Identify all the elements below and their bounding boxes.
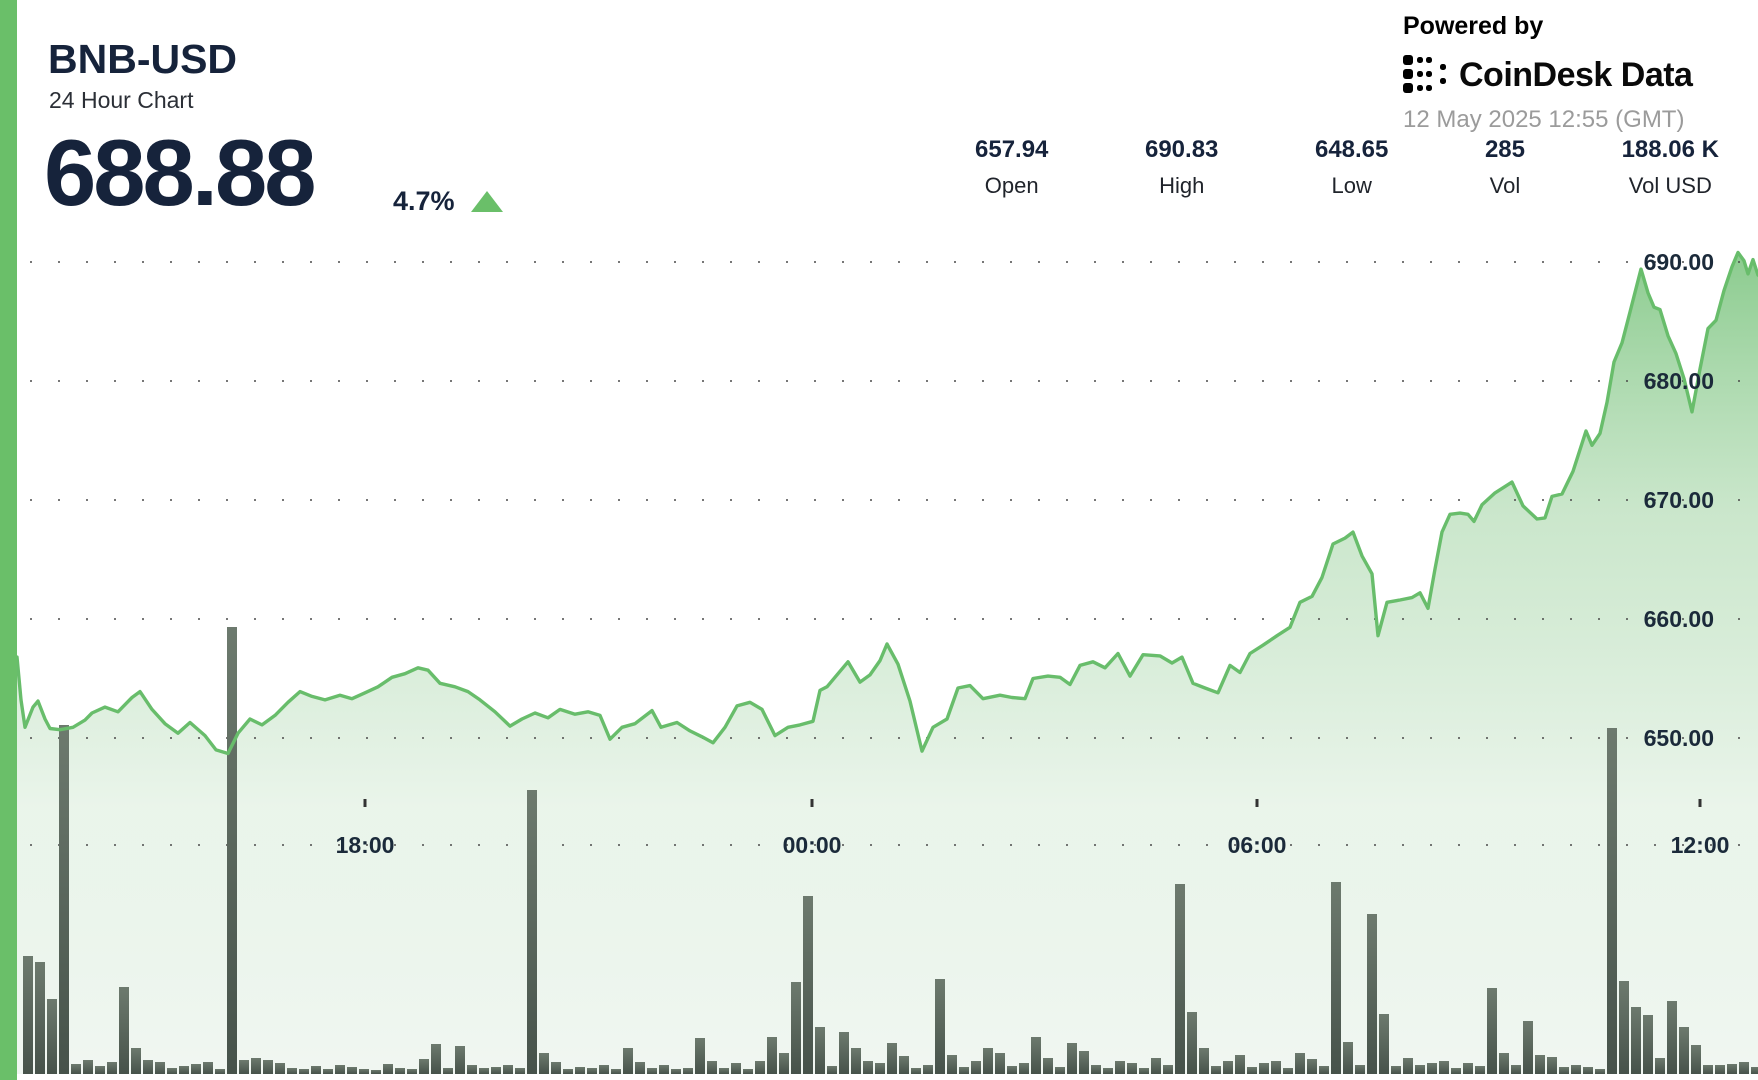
brand-accent-bar — [0, 0, 17, 1080]
symbol-title: BNB-USD — [48, 36, 238, 82]
price-line — [15, 250, 1758, 756]
ohlcv-stats: 657.94 Open 690.83 High 648.65 Low 285 V… — [975, 136, 1719, 199]
svg-text:690.00: 690.00 — [1644, 249, 1714, 275]
x-axis-time-labels: 18:00 00:00 06:00 12:00 — [336, 832, 1730, 858]
stat-vol-usd-label: Vol USD — [1628, 173, 1712, 198]
stat-high-label: High — [1159, 173, 1205, 198]
svg-text:00:00: 00:00 — [783, 832, 842, 858]
svg-text:680.00: 680.00 — [1644, 368, 1714, 394]
svg-text:12:00: 12:00 — [1671, 832, 1730, 858]
stat-open-value: 657.94 — [975, 136, 1049, 163]
stat-vol: 285 Vol — [1485, 136, 1525, 199]
stat-high-value: 690.83 — [1144, 136, 1219, 163]
stat-vol-value: 285 — [1484, 136, 1525, 163]
arrow-up-icon — [470, 191, 503, 212]
stat-low-label: Low — [1331, 173, 1372, 198]
chart-subtitle: 24 Hour Chart — [49, 87, 194, 113]
svg-text:660.00: 660.00 — [1644, 606, 1714, 632]
current-price: 688.88 — [44, 120, 317, 225]
stat-high: 690.83 High — [1145, 136, 1218, 199]
svg-text:18:00: 18:00 — [336, 832, 395, 858]
price-change: 4.7% — [393, 186, 503, 217]
stat-vol-usd-value: 188.06 K — [1621, 136, 1719, 163]
attribution-block: Powered by CoinDesk Data 12 May 2025 12:… — [1403, 12, 1733, 134]
y-axis-price-labels: 690.00 680.00 670.00 660.00 650.00 — [1644, 249, 1714, 751]
stat-open-label: Open — [984, 173, 1039, 198]
change-percent: 4.7% — [393, 186, 455, 216]
svg-text:650.00: 650.00 — [1644, 725, 1714, 751]
volume-bars — [23, 627, 1758, 1074]
powered-by-label: Powered by — [1403, 12, 1544, 40]
stat-vol-usd: 188.06 K Vol USD — [1622, 136, 1719, 199]
stat-low-value: 648.65 — [1314, 136, 1389, 163]
svg-text:06:00: 06:00 — [1228, 832, 1287, 858]
svg-text:670.00: 670.00 — [1644, 487, 1714, 513]
stat-low: 648.65 Low — [1315, 136, 1388, 199]
timestamp: 12 May 2025 12:55 (GMT) — [1403, 106, 1685, 133]
x-axis-tick-marks — [363, 799, 1702, 807]
price-area-fill — [17, 252, 1758, 1074]
coindesk-brand: CoinDesk Data — [1403, 54, 1733, 96]
stat-open: 657.94 Open — [975, 136, 1048, 199]
stat-vol-label: Vol — [1489, 173, 1521, 198]
coindesk-brand-text: CoinDesk Data — [1459, 55, 1693, 94]
coindesk-logo-icon — [1403, 55, 1446, 93]
